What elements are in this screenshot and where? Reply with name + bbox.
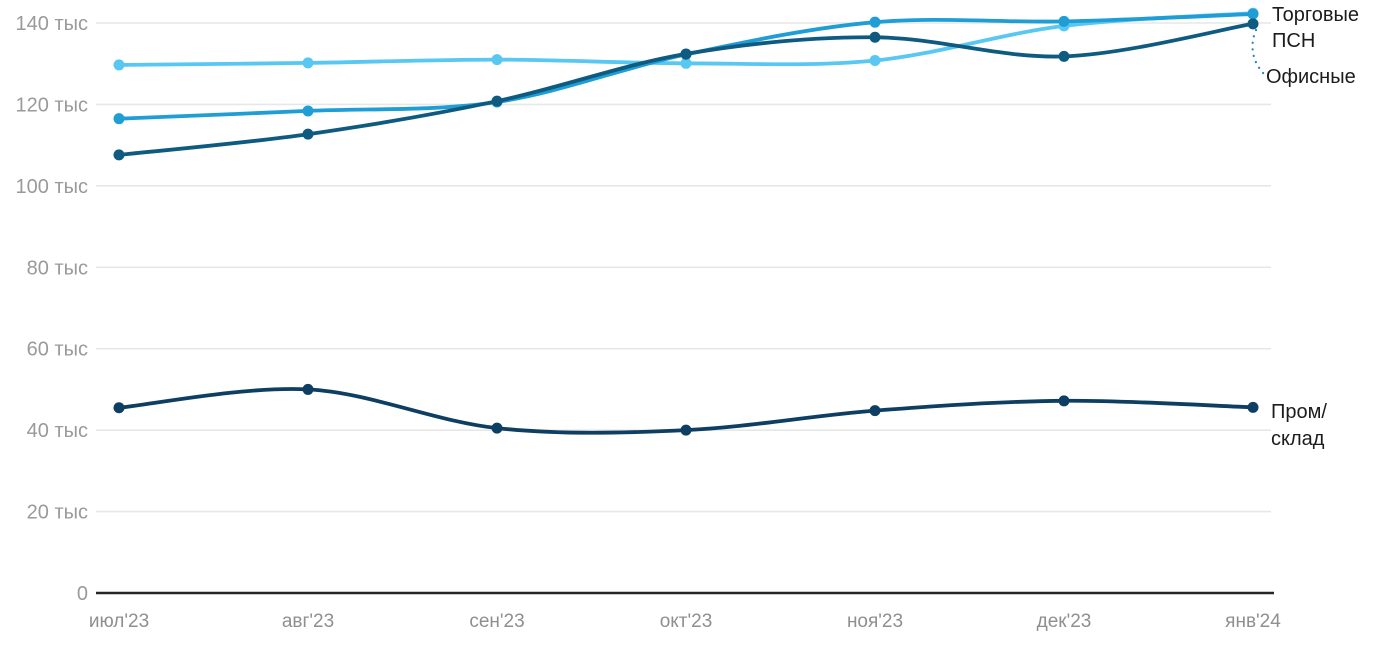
x-axis-tick-label: июл'23 [89,611,149,632]
data-point-marker[interactable] [680,48,692,60]
data-point-marker[interactable] [113,149,125,161]
legend-label-psn: ПСН [1272,30,1316,52]
data-point-marker[interactable] [302,57,314,69]
axes: 0 20 тыс 40 тыс 60 тыс 80 тыс 100 тыс 120 тыс 1… [16,13,1282,632]
data-point-marker[interactable] [680,424,692,436]
data-point-marker[interactable] [680,57,692,69]
x-axis-tick-label: дек'23 [1037,611,1092,632]
x-axis-tick-label: сен'23 [469,611,524,632]
legend-leader-dotted-line [1251,28,1267,77]
y-axis-tick-label: 80 тыс [27,257,88,279]
data-point-marker[interactable] [302,105,314,117]
y-axis-tick-label: 100 тыс [16,176,88,198]
data-point-marker[interactable] [869,31,881,43]
legend-label-ofisnye: Офисные [1266,66,1356,88]
data-point-marker[interactable] [491,422,503,434]
x-axis-tick-label: окт'23 [660,611,713,632]
y-axis-tick-label: 40 тыс [27,420,88,442]
y-axis-tick-label: 120 тыс [16,94,88,116]
data-point-marker[interactable] [869,16,881,28]
data-point-marker[interactable] [113,59,125,71]
data-point-marker[interactable] [869,405,881,417]
series-Пром/склад [113,383,1259,436]
y-axis-tick-label: 60 тыс [27,339,88,361]
data-point-marker[interactable] [302,383,314,395]
data-point-marker[interactable] [113,402,125,414]
data-point-marker[interactable] [869,54,881,66]
series-line [117,21,1255,157]
data-point-marker[interactable] [491,54,503,66]
series-Офисные [113,18,1259,161]
series-Торговые [113,7,1259,71]
x-axis-tick-label: авг'23 [282,611,334,632]
gridlines [96,22,1271,513]
data-point-marker[interactable] [302,128,314,140]
legend-label-torgovye: Торговые [1272,4,1360,26]
data-point-marker[interactable] [1058,395,1070,407]
data-series [113,7,1259,436]
data-point-marker[interactable] [1247,8,1259,20]
y-axis-tick-label: 0 [77,583,88,605]
x-axis-tick-label: янв'24 [1225,611,1281,632]
y-axis-tick-label: 140 тыс [16,13,88,35]
data-point-marker[interactable] [491,95,503,107]
data-point-marker[interactable] [1247,401,1259,413]
data-point-marker[interactable] [113,113,125,125]
y-axis-tick-label: 20 тыс [27,502,88,524]
legend-label-prom-sklad: Пром/ склад [1271,401,1327,450]
data-point-marker[interactable] [1058,15,1070,27]
data-point-marker[interactable] [1058,50,1070,62]
data-point-marker[interactable] [1247,18,1259,30]
x-axis-tick-label: ноя'23 [847,611,903,632]
